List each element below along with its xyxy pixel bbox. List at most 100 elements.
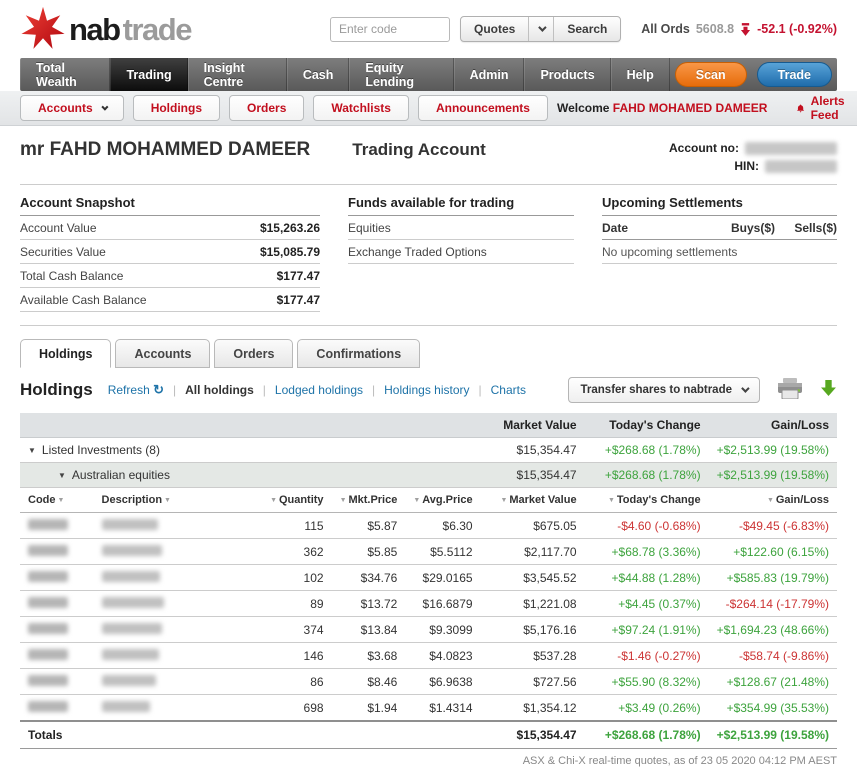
separator: | bbox=[173, 383, 177, 397]
group-market-value: $15,354.47 bbox=[480, 462, 585, 488]
sub-nav-watchlists[interactable]: Watchlists bbox=[313, 95, 409, 121]
sort-caret-icon: ▼ bbox=[55, 497, 65, 504]
gain-loss-cell: -$58.74 (-9.86%) bbox=[708, 642, 837, 669]
code-redacted[interactable] bbox=[28, 571, 68, 582]
code-cell bbox=[20, 590, 94, 617]
mkt-price-cell: $13.72 bbox=[331, 590, 406, 617]
hin-label: HIN: bbox=[734, 159, 759, 173]
mkt-price-cell: $8.46 bbox=[331, 668, 406, 695]
todays-change-cell: -$1.46 (-0.27%) bbox=[584, 642, 709, 669]
account-holder-name: mr FAHD MOHAMMED DAMEER bbox=[20, 139, 311, 160]
description-cell bbox=[93, 694, 239, 722]
quotes-caret-button[interactable] bbox=[529, 17, 555, 41]
holding-row: 362 $5.85 $5.5112 $2,117.70 +$68.78 (3.36%) +… bbox=[20, 538, 837, 565]
code-redacted[interactable] bbox=[28, 597, 68, 608]
sub-nav-holdings[interactable]: Holdings bbox=[132, 95, 221, 121]
sort-caret-icon: ▼ bbox=[608, 497, 617, 504]
tab-holdings[interactable]: Holdings bbox=[20, 339, 112, 368]
account-no-label: Account no: bbox=[669, 141, 739, 155]
account-identifiers: Account no: HIN: bbox=[669, 139, 837, 175]
alerts-feed-link[interactable]: Alerts Feed bbox=[797, 94, 849, 122]
main-nav: Total Wealth Trading Insight Centre Cash Equ… bbox=[20, 58, 837, 91]
tab-orders[interactable]: Orders bbox=[214, 339, 294, 368]
search-button[interactable]: Search bbox=[554, 17, 620, 41]
quantity-cell: 374 bbox=[238, 616, 332, 643]
market-value-cell: $675.05 bbox=[480, 512, 585, 539]
sub-nav-accounts[interactable]: Accounts bbox=[20, 95, 124, 121]
holdings-link-all-holdings[interactable]: All holdings bbox=[185, 383, 254, 397]
code-redacted[interactable] bbox=[28, 545, 68, 556]
quotes-dropdown[interactable]: Quotes bbox=[461, 17, 530, 41]
tab-confirmations[interactable]: Confirmations bbox=[297, 339, 421, 368]
nav-item-cash[interactable]: Cash bbox=[286, 58, 350, 91]
col-header-market-value[interactable]: ▼ Market Value bbox=[480, 487, 585, 513]
print-button[interactable] bbox=[777, 378, 803, 402]
col-header-label: Avg.Price bbox=[422, 494, 473, 506]
group-row-listed-investments-8-[interactable]: ▼ Listed Investments (8) $15,354.47 +$268.6… bbox=[20, 437, 837, 463]
nav-item-help[interactable]: Help bbox=[610, 58, 670, 91]
refresh-link[interactable]: Refresh ↻ bbox=[108, 382, 164, 398]
tab-accounts[interactable]: Accounts bbox=[115, 339, 211, 368]
code-redacted[interactable] bbox=[28, 675, 68, 686]
todays-change-cell: +$97.24 (1.91%) bbox=[584, 616, 709, 643]
gain-loss-cell: +$1,694.23 (48.66%) bbox=[708, 616, 837, 643]
band-col-gain-loss: Gain/Loss bbox=[708, 413, 837, 438]
download-button[interactable] bbox=[820, 380, 837, 400]
holding-row: 115 $5.87 $6.30 $675.05 -$4.60 (-0.68%) -$49.… bbox=[20, 512, 837, 539]
settlements-title: Upcoming Settlements bbox=[602, 195, 837, 216]
nav-item-equity-lending[interactable]: Equity Lending bbox=[349, 58, 454, 91]
quote-timestamp-note: ASX & Chi-X real-time quotes, as of 23 0… bbox=[522, 755, 837, 767]
bell-icon bbox=[797, 104, 805, 112]
col-header-avg-price[interactable]: ▼ Avg.Price bbox=[405, 487, 481, 513]
holdings-link-holdings-history[interactable]: Holdings history bbox=[384, 383, 470, 397]
code-redacted[interactable] bbox=[28, 623, 68, 634]
collapse-triangle-icon[interactable]: ▼ bbox=[58, 470, 66, 480]
sub-nav-orders[interactable]: Orders bbox=[229, 95, 305, 121]
market-value-cell: $537.28 bbox=[480, 642, 585, 669]
holding-row: 698 $1.94 $1.4314 $1,354.12 +$3.49 (0.26%) +$… bbox=[20, 694, 837, 722]
settlements-buys-label: Buys($) bbox=[730, 221, 775, 235]
code-redacted[interactable] bbox=[28, 701, 68, 712]
section-tabs: Holdings Accounts Orders Confirmations bbox=[0, 326, 857, 368]
col-header-mkt-price[interactable]: ▼ Mkt.Price bbox=[331, 487, 406, 513]
col-header-quantity[interactable]: ▼ Quantity bbox=[238, 487, 332, 513]
code-input[interactable] bbox=[330, 16, 450, 42]
col-header-code[interactable]: Code ▼ bbox=[20, 487, 94, 513]
scan-button[interactable]: Scan bbox=[674, 62, 747, 87]
nav-item-total-wealth[interactable]: Total Wealth bbox=[20, 58, 111, 91]
holdings-link-charts[interactable]: Charts bbox=[490, 383, 526, 397]
col-header-description[interactable]: Description ▼ bbox=[93, 487, 239, 513]
snapshot-section: Account Snapshot Account Value $15,263.26… bbox=[0, 185, 857, 312]
gain-loss-cell: +$354.99 (35.53%) bbox=[708, 694, 837, 722]
col-header-today-s-change[interactable]: ▼ Today's Change bbox=[584, 487, 709, 513]
transfer-shares-button[interactable]: Transfer shares to nabtrade bbox=[567, 377, 760, 403]
separator: | bbox=[478, 383, 482, 397]
nav-item-trading[interactable]: Trading bbox=[110, 58, 188, 91]
sub-nav-announcements[interactable]: Announcements bbox=[417, 95, 548, 121]
nav-item-products[interactable]: Products bbox=[524, 58, 611, 91]
funds-label: Equities bbox=[348, 221, 391, 235]
nav-item-insight-centre[interactable]: Insight Centre bbox=[187, 58, 287, 91]
group-row-australian-equities[interactable]: ▼ Australian equities $15,354.47 +$268.68 (… bbox=[20, 462, 837, 488]
snapshot-row: Account Value $15,263.26 bbox=[20, 216, 320, 240]
holding-row: 86 $8.46 $6.9638 $727.56 +$55.90 (8.32%) +$12… bbox=[20, 668, 837, 695]
description-cell bbox=[93, 512, 239, 539]
market-value-cell: $1,221.08 bbox=[480, 590, 585, 617]
quantity-cell: 115 bbox=[238, 512, 332, 539]
settlements-panel: Upcoming Settlements Date Buys($) Sells(… bbox=[602, 195, 837, 312]
holdings-toolbar: Holdings Refresh ↻ | All holdings | Lodged … bbox=[0, 368, 857, 413]
sub-nav-label: Accounts bbox=[38, 101, 93, 115]
holding-row: 374 $13.84 $9.3099 $5,176.16 +$97.24 (1.91%)… bbox=[20, 616, 837, 643]
todays-change-cell: +$44.88 (1.28%) bbox=[584, 564, 709, 591]
group-label[interactable]: ▼ Australian equities bbox=[28, 468, 473, 482]
col-header-gain-loss[interactable]: ▼ Gain/Loss bbox=[708, 487, 837, 513]
trade-button[interactable]: Trade bbox=[756, 62, 832, 87]
holding-row: 146 $3.68 $4.0823 $537.28 -$1.46 (-0.27%) -$5… bbox=[20, 642, 837, 669]
holdings-link-lodged-holdings[interactable]: Lodged holdings bbox=[274, 383, 363, 397]
code-redacted[interactable] bbox=[28, 519, 68, 530]
group-label[interactable]: ▼ Listed Investments (8) bbox=[28, 443, 473, 457]
code-redacted[interactable] bbox=[28, 649, 68, 660]
snapshot-label: Securities Value bbox=[20, 245, 106, 259]
nav-item-admin[interactable]: Admin bbox=[453, 58, 525, 91]
collapse-triangle-icon[interactable]: ▼ bbox=[28, 445, 36, 455]
